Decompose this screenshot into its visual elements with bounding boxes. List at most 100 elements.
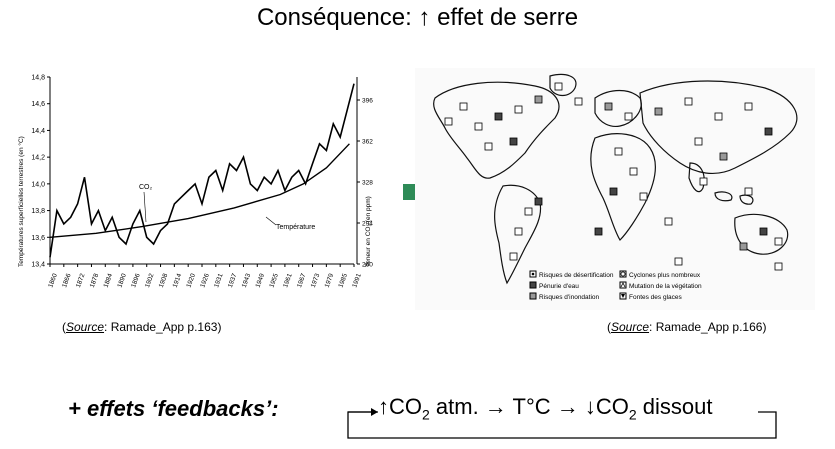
map-marker: [639, 192, 648, 201]
map-marker: [509, 252, 518, 261]
map-legend: Risques de désertification Pénurie d'eau…: [529, 270, 702, 301]
svg-text:Pénurie d'eau: Pénurie d'eau: [539, 283, 579, 290]
svg-text:Cyclones plus nombreux: Cyclones plus nombreux: [629, 272, 701, 279]
x-tick-label: 1991: [351, 272, 363, 288]
map-marker: [744, 102, 753, 111]
y-left-tick-label: 14,2: [31, 155, 45, 162]
co2-series-line: [49, 143, 350, 238]
map-marker: [484, 142, 493, 151]
svg-text:Risques d'inondation: Risques d'inondation: [539, 294, 600, 301]
legend-item-ice: Fontes des glaces: [619, 292, 683, 301]
x-tick-label: 1884: [103, 272, 115, 288]
map-marker: [684, 97, 693, 106]
page-title: Conséquence: ↑ effet de serre: [256, 4, 579, 31]
map-marker: [614, 147, 623, 156]
map-marker: [534, 197, 543, 206]
map-marker: [674, 257, 683, 266]
map-marker: [714, 112, 723, 121]
y-right-axis-label: Teneur en CO₂ (en ppm): [365, 196, 372, 267]
y-left-tick-label: 14,0: [31, 181, 45, 188]
map-marker: [739, 242, 748, 251]
x-tick-label: 1937: [227, 272, 239, 288]
map-markers: [444, 82, 783, 271]
map-marker: [459, 102, 468, 111]
y-left-tick-label: 14,4: [31, 128, 45, 135]
y-left-tick-label: 13,4: [31, 262, 45, 269]
y-right-tick-label: 362: [362, 139, 373, 146]
map-marker: [574, 97, 583, 106]
feedback-chain: ↑CO2 atm. → T°C → ↓CO2 dissout: [378, 394, 713, 423]
x-tick-label: 1896: [130, 272, 142, 288]
map-marker: [554, 82, 563, 91]
y-left-tick-label: 14,8: [31, 75, 45, 82]
svg-text:Fontes des glaces: Fontes des glaces: [629, 294, 683, 301]
map-marker: [654, 107, 663, 116]
map-marker: [534, 95, 543, 104]
feedback-loop-arrow: [347, 408, 777, 439]
map-marker: [744, 187, 753, 196]
x-tick-label: 1872: [75, 272, 87, 288]
map-marker: [764, 127, 773, 136]
x-tick-label: 1931: [213, 272, 225, 288]
legend-item-cyclone: Cyclones plus nombreux: [619, 270, 701, 279]
source-citation-left: (Source: Ramade_App p.163): [62, 320, 222, 334]
y-right-tick-label: 396: [362, 98, 373, 105]
map-marker: [474, 122, 483, 131]
temperature-co2-chart: 14,8 14,6 14,4 14,2 14,0 13,8 13,6 13,4 396 362 3…: [17, 75, 373, 289]
y-right-tick-label: 328: [362, 180, 373, 187]
source-citation-right: (Source: Ramade_App p.166): [607, 320, 767, 334]
map-marker: [624, 112, 633, 121]
x-tick-label: 1920: [185, 272, 197, 288]
map-marker: [509, 137, 518, 146]
x-tick-label: 1860: [47, 272, 59, 288]
y-right-tick-label: 260: [362, 262, 373, 269]
legend-item-vegetation: Mutation de la végétation: [619, 281, 702, 290]
co2-annotation: CO₂: [139, 184, 153, 191]
map-marker: [444, 117, 453, 126]
y-right-tick-label: 294: [362, 221, 373, 228]
svg-text:Mutation de la végétation: Mutation de la végétation: [629, 283, 702, 290]
y-left-axis-label: Températures superficielles terrestres (…: [17, 136, 25, 267]
x-tick-label: 1961: [282, 272, 294, 288]
map-marker: [664, 217, 673, 226]
map-marker: [759, 227, 768, 236]
y-left-tick-label: 13,6: [31, 235, 45, 242]
legend-item-desert: Risques de désertification: [529, 270, 614, 279]
x-tick-label: 1926: [199, 272, 211, 288]
legend-item-flood: Risques d'inondation: [529, 292, 600, 301]
x-tick-label: 1902: [144, 272, 156, 288]
legend-item-water: Pénurie d'eau: [529, 281, 579, 290]
temperature-annotation: Température: [276, 224, 315, 231]
map-marker: [514, 105, 523, 114]
x-tick-label: 1908: [158, 272, 170, 288]
map-marker: [774, 262, 783, 271]
map-marker: [629, 167, 638, 176]
y-left-tick-label: 14,6: [31, 101, 45, 108]
x-tick-label: 1914: [172, 272, 184, 288]
map-marker: [604, 102, 613, 111]
map-marker: [609, 187, 618, 196]
svg-text:Risques de désertification: Risques de désertification: [539, 272, 614, 279]
world-map: Risques de désertification Pénurie d'eau…: [415, 68, 815, 310]
x-tick-label: 1949: [255, 272, 267, 288]
temperature-series-line: [49, 83, 355, 258]
x-tick-label: 1955: [268, 272, 280, 288]
x-tick-label: 1890: [116, 272, 128, 288]
map-marker: [719, 152, 728, 161]
map-marker: [494, 112, 503, 121]
map-marker: [694, 137, 703, 146]
map-marker: [594, 227, 603, 236]
map-marker: [774, 237, 783, 246]
map-marker: [524, 207, 533, 216]
y-left-tick-label: 13,8: [31, 208, 45, 215]
x-tick-label: 1866: [61, 272, 73, 288]
x-tick-label: 1985: [337, 272, 349, 288]
x-tick-label: 1878: [89, 272, 101, 288]
x-tick-label: 1973: [310, 272, 322, 288]
x-tick-label: 1943: [241, 272, 253, 288]
map-marker: [699, 177, 708, 186]
feedback-label: + effets ‘feedbacks’:: [68, 396, 279, 421]
x-tick-label: 1967: [296, 272, 308, 288]
x-tick-label: 1979: [324, 272, 336, 288]
map-marker: [514, 227, 523, 236]
